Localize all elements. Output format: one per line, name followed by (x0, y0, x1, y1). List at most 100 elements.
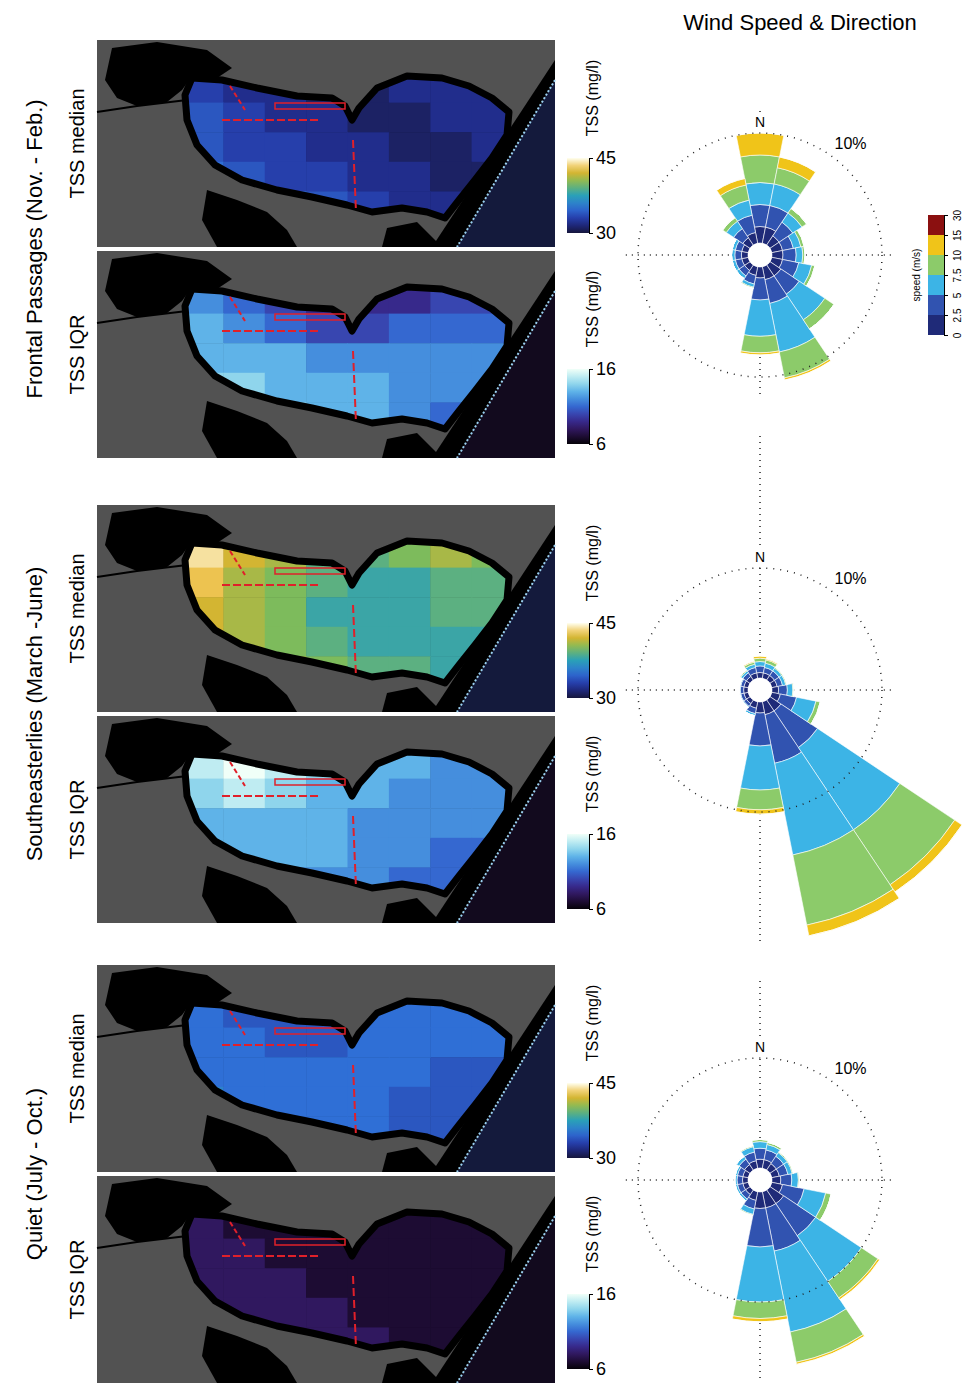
land (202, 866, 297, 923)
rose-segment (740, 678, 744, 686)
rose-segment (740, 1146, 753, 1151)
rose-segment (779, 337, 829, 378)
rose-segment (717, 178, 745, 190)
transect (353, 1276, 356, 1348)
colorbar (567, 1083, 589, 1158)
heat-cells (182, 284, 514, 433)
heat-cell (389, 568, 431, 598)
colorbar-label: TSS (mg/l) (584, 985, 601, 1061)
rose-segment (734, 1175, 735, 1185)
colorbar-tick: 6 (589, 434, 606, 454)
rose-segment (793, 683, 795, 696)
colorbar-tick-label: 45 (596, 148, 616, 168)
rose-segment (736, 271, 744, 279)
transect-box (275, 1028, 345, 1034)
transect (353, 351, 356, 423)
heat-cell (389, 1028, 431, 1058)
rose-segment (732, 261, 736, 271)
colorbar-tick-label: 6 (596, 1359, 606, 1379)
heat-cell (182, 656, 224, 686)
rose-segment (735, 1175, 738, 1185)
rose-segment (745, 712, 754, 716)
transect-box (275, 103, 345, 109)
panel-label: TSS median (66, 1013, 88, 1123)
rose-segment (734, 1175, 735, 1185)
rose-segment (745, 710, 755, 716)
heat-cell (306, 597, 348, 627)
speed-tick: 10 (944, 250, 963, 262)
heat-cell (430, 568, 472, 598)
rose-segment (731, 249, 733, 260)
rose-segment (723, 218, 738, 233)
heat-cell (472, 867, 514, 897)
heat-cell (306, 838, 348, 868)
page-background (0, 0, 979, 1393)
panel-label: TSS median (66, 88, 88, 198)
rose-segment (744, 661, 755, 665)
heat-cell (265, 597, 307, 627)
heat-cell (430, 1239, 472, 1269)
radial-tick-label: 10% (835, 570, 867, 587)
rose-segment (791, 208, 806, 223)
rose-segment (735, 1166, 741, 1176)
rose-segment (783, 675, 787, 685)
colorbar-tick: 16 (589, 824, 616, 844)
transect (222, 330, 319, 332)
radial-grid (638, 133, 882, 377)
speed-tick-label: 7.5 (952, 268, 963, 282)
rose-segment (732, 239, 736, 249)
land (105, 507, 232, 571)
heat-cell (223, 867, 265, 897)
heat-cell (223, 808, 265, 838)
colorbar-axis: 4530 (589, 613, 616, 708)
heat-cell (389, 1268, 431, 1298)
heat-cell (265, 808, 307, 838)
petals (732, 1139, 879, 1364)
rose-segment (752, 1139, 768, 1141)
rose-segment (740, 678, 743, 685)
rose-segment (743, 702, 749, 708)
speed-tick-mark (944, 295, 948, 296)
colorbar (567, 369, 589, 444)
speed-colorbar-segment (928, 255, 944, 275)
rose-segment (788, 1161, 793, 1173)
river (97, 1025, 187, 1037)
rose-segment (741, 282, 753, 288)
heat-cell (389, 162, 431, 192)
heat-cell (430, 132, 472, 162)
heat-cell (430, 779, 472, 809)
speed-colorbar-segment (928, 315, 944, 335)
colorbar-tick-label: 45 (596, 1073, 616, 1093)
colorbar-tick-label: 30 (596, 688, 616, 708)
rose-segment (743, 702, 749, 708)
transect (222, 1044, 319, 1046)
rose-segment (752, 1139, 768, 1141)
heat-cells (182, 538, 514, 687)
heat-cell (306, 343, 348, 373)
rose-segment (797, 230, 804, 246)
colorbar-tick-label: 6 (596, 899, 606, 919)
river (97, 776, 187, 788)
figure: Wind Speed & DirectionFrontal Passages (… (0, 0, 979, 1393)
colorbar-label: TSS (mg/l) (584, 60, 601, 136)
rose-segment (746, 182, 774, 205)
rose-segment (803, 298, 834, 329)
rose-segment (807, 701, 820, 724)
rose-segment (787, 1161, 793, 1173)
colorbar-axis-line (590, 835, 594, 910)
speed-colorbar-axis-line (945, 216, 949, 336)
heat-cell (306, 132, 348, 162)
map-background (97, 505, 555, 712)
rose-segment (740, 670, 747, 677)
colorbar-axis-line (590, 1084, 594, 1159)
rose-segment (740, 694, 743, 701)
colorbar-tick-label: 30 (596, 1148, 616, 1168)
rose-segment (807, 889, 900, 936)
transect (222, 1255, 319, 1257)
bay-outline (185, 1001, 509, 1143)
rose-segment (802, 246, 805, 264)
rose-segment (783, 675, 787, 685)
rose-segment (740, 694, 743, 701)
heat-cell (472, 656, 514, 686)
heat-cell (265, 343, 307, 373)
